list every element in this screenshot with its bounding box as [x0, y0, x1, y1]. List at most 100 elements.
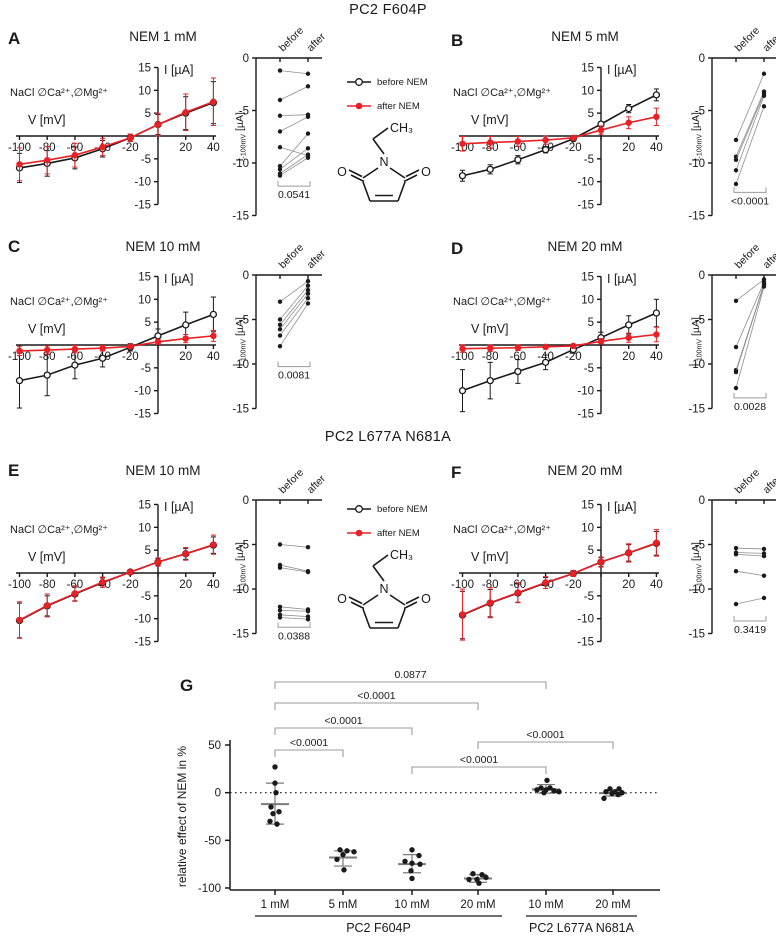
data-point [597, 558, 605, 566]
g-axes [225, 740, 660, 895]
before-column-label: before [277, 466, 307, 496]
data-point [570, 342, 577, 350]
data-point [305, 291, 311, 296]
g-group-tick-label: 5 mM [329, 899, 358, 911]
data-point [570, 570, 577, 577]
svg-text:-20: -20 [122, 351, 139, 363]
data-point [615, 791, 621, 798]
data-point [277, 565, 283, 570]
data-point [71, 361, 79, 369]
condition-label: NaCl ∅Ca²⁺,∅Mg²⁺ [10, 87, 108, 99]
svg-text:-15: -15 [688, 211, 705, 223]
data-point [276, 809, 282, 815]
legend-before-label: before NEM [377, 503, 428, 515]
legend: before NEM after NEM [346, 76, 428, 124]
data-point [277, 608, 283, 613]
paired-data: 0.0541 [277, 68, 311, 201]
data-point [16, 161, 23, 168]
panel-title-a: NEM 1 mM [129, 29, 197, 44]
data-point [305, 155, 311, 160]
data-point [408, 868, 414, 874]
data-point [541, 789, 547, 796]
data-point [514, 344, 522, 351]
data-point [570, 134, 577, 142]
svg-text:-80: -80 [39, 579, 56, 591]
svg-text:-15: -15 [688, 404, 705, 416]
svg-text:-10: -10 [688, 158, 705, 170]
data-point [127, 343, 134, 350]
data-point [601, 795, 607, 802]
oxygen-atom-label: O [337, 165, 347, 179]
data-point [182, 335, 189, 342]
g-significance-brackets: 0.0877 <0.0001 <0.0001 <0.0001 <0.0001 <0.000… [274, 669, 614, 774]
svg-text:20: 20 [622, 351, 635, 363]
svg-text:-10: -10 [577, 614, 594, 626]
data-point [340, 851, 346, 858]
data-point [277, 344, 283, 349]
data-point [417, 861, 423, 867]
svg-text:5: 5 [145, 108, 151, 120]
iv-y-axis-title: I [µA] [164, 272, 193, 286]
g-group-tick-label: 20 mM [460, 899, 495, 911]
paired-data: 0.3419 [733, 545, 767, 636]
data-point [547, 785, 553, 791]
data-point [277, 145, 283, 150]
data-point [486, 344, 494, 352]
data-point [99, 143, 106, 151]
svg-text:40: 40 [650, 351, 663, 363]
data-point [305, 609, 311, 614]
data-point [43, 346, 51, 354]
legend-row-after: after NEM [346, 527, 428, 539]
panel-letter-e: E [8, 461, 20, 480]
svg-text:-100: -100 [451, 579, 474, 591]
data-point [277, 299, 283, 304]
data-point [127, 568, 134, 576]
data-point [98, 354, 107, 362]
paired-axes [708, 274, 776, 410]
data-point [270, 810, 276, 817]
data-point [154, 121, 162, 128]
iv-after-series [16, 534, 217, 639]
panel-title-c: NEM 10 mM [125, 239, 201, 254]
condition-label: NaCl ∅Ca²⁺,∅Mg²⁺ [453, 87, 551, 99]
iv-after-series [459, 107, 660, 152]
svg-text:-10: -10 [232, 584, 249, 596]
svg-text:0: 0 [243, 495, 249, 507]
iv-x-axis-title: V [mV] [471, 113, 509, 127]
p-value-label: <0.0001 [460, 754, 498, 766]
data-point [305, 131, 311, 136]
data-point [305, 84, 311, 89]
g-group-tick-label: 20 mM [595, 899, 630, 911]
data-point [761, 595, 767, 601]
oxygen-atom-label: O [421, 165, 431, 179]
p-value-label: <0.0001 [324, 715, 362, 727]
iv-x-axis-title: V [mV] [28, 322, 66, 336]
svg-text:5: 5 [588, 108, 594, 120]
iv-axes [16, 66, 216, 206]
data-point [733, 369, 739, 375]
svg-text:-5: -5 [695, 315, 705, 327]
paired-axes [252, 274, 322, 410]
data-point [470, 871, 476, 877]
p-value-label: 0.0081 [278, 370, 310, 382]
data-point [733, 298, 739, 304]
panel-title-f: NEM 20 mM [547, 463, 623, 478]
data-point [43, 602, 51, 609]
data-point [486, 165, 494, 173]
svg-text:-20: -20 [122, 579, 139, 591]
svg-text:-10: -10 [688, 359, 705, 371]
after-column-label: after [305, 472, 329, 496]
iv-after-series [459, 529, 660, 641]
data-point [761, 553, 767, 559]
data-point [653, 539, 660, 547]
data-point [305, 152, 311, 157]
data-point [154, 332, 162, 340]
svg-text:-15: -15 [577, 200, 594, 212]
data-point [277, 97, 283, 103]
ethyl-group-label: CH₃ [390, 548, 413, 562]
data-point [616, 786, 622, 792]
iv-after-series [16, 329, 217, 357]
svg-text:-10: -10 [134, 177, 151, 189]
